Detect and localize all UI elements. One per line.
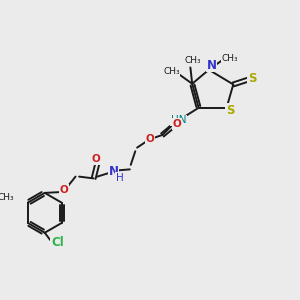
Text: HN: HN	[171, 116, 187, 125]
Text: CH₃: CH₃	[221, 54, 238, 63]
Text: O: O	[172, 119, 181, 129]
Text: N: N	[207, 59, 217, 72]
Text: CH₃: CH₃	[0, 193, 14, 202]
Text: N: N	[109, 165, 118, 178]
Text: O: O	[146, 134, 154, 144]
Text: CH₃: CH₃	[185, 56, 201, 65]
Text: S: S	[248, 72, 257, 85]
Text: S: S	[226, 104, 234, 117]
Text: Cl: Cl	[51, 236, 64, 249]
Text: O: O	[59, 185, 68, 195]
Text: O: O	[91, 154, 100, 164]
Text: CH₃: CH₃	[163, 68, 180, 76]
Text: H: H	[116, 172, 124, 182]
